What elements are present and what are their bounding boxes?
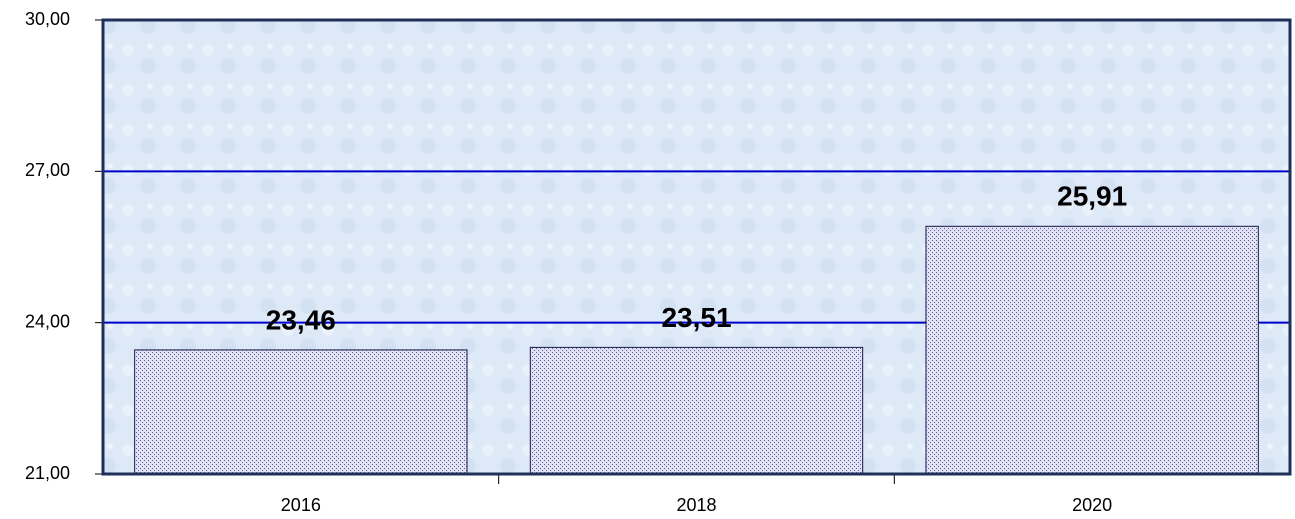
y-tick-label: 30,00 <box>25 9 70 29</box>
value-label: 23,51 <box>661 302 731 333</box>
y-tick-label: 27,00 <box>25 160 70 180</box>
bar <box>925 225 1259 475</box>
bar <box>529 346 864 475</box>
value-label: 23,46 <box>266 304 336 335</box>
y-tick-label: 24,00 <box>25 311 70 331</box>
plot-border <box>101 18 1292 476</box>
y-tick-label: 21,00 <box>25 463 70 483</box>
value-label: 25,91 <box>1057 181 1127 212</box>
bar <box>134 349 468 475</box>
x-tick-label: 2018 <box>676 495 716 515</box>
x-tick-label: 2020 <box>1072 495 1112 515</box>
x-tick-label: 2016 <box>281 495 321 515</box>
